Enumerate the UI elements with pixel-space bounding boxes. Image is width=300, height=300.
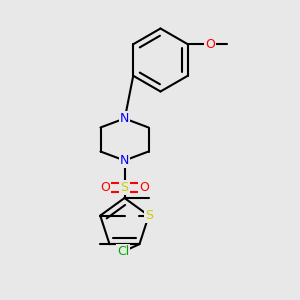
Text: S: S bbox=[145, 209, 153, 222]
Text: O: O bbox=[100, 181, 110, 194]
Text: O: O bbox=[139, 181, 149, 194]
Text: Cl: Cl bbox=[117, 245, 129, 258]
Text: N: N bbox=[120, 112, 129, 125]
Text: O: O bbox=[205, 38, 215, 51]
Text: S: S bbox=[121, 181, 128, 194]
Text: N: N bbox=[120, 154, 129, 167]
